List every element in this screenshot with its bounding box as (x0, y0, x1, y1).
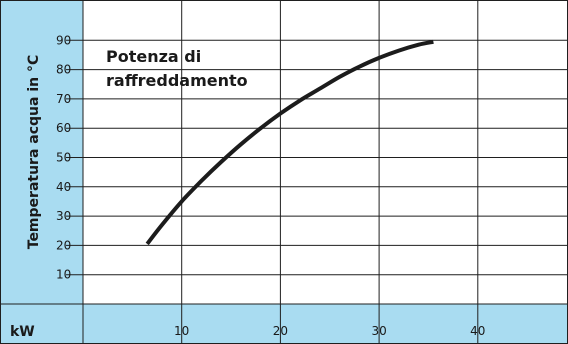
chart-title-line-1: Potenza di (106, 47, 201, 66)
x-axis-label: kW (10, 324, 35, 340)
y-tick-label-10: 10 (56, 268, 71, 282)
x-tick-label-30: 30 (371, 324, 386, 338)
x-tick-label-40: 40 (470, 324, 485, 338)
x-tick-label-10: 10 (174, 324, 189, 338)
y-tick-label-80: 80 (56, 63, 71, 77)
plot-area (83, 0, 568, 304)
chart-title: Potenza di raffreddamento (106, 47, 248, 90)
y-tick-label-30: 30 (56, 209, 71, 223)
y-tick-label-70: 70 (56, 92, 71, 106)
series-layer (145, 39, 434, 246)
y-tick-label-20: 20 (56, 238, 71, 252)
y-tick-label-90: 90 (56, 33, 71, 47)
chart-title-line-2: raffreddamento (106, 71, 248, 90)
y-tick-labels: 10 20 30 40 50 60 70 80 90 (56, 33, 71, 281)
y-axis-panel (0, 0, 83, 344)
x-axis-panel (0, 304, 568, 344)
y-axis-label: Temperatura acqua in °C (26, 55, 42, 250)
y-tick-label-60: 60 (56, 121, 71, 135)
y-tick-label-50: 50 (56, 151, 71, 165)
x-tick-labels: 10 20 30 40 (174, 324, 485, 338)
x-tick-label-20: 20 (273, 324, 288, 338)
y-tick-label-40: 40 (56, 180, 71, 194)
series-line-0 (145, 39, 434, 246)
